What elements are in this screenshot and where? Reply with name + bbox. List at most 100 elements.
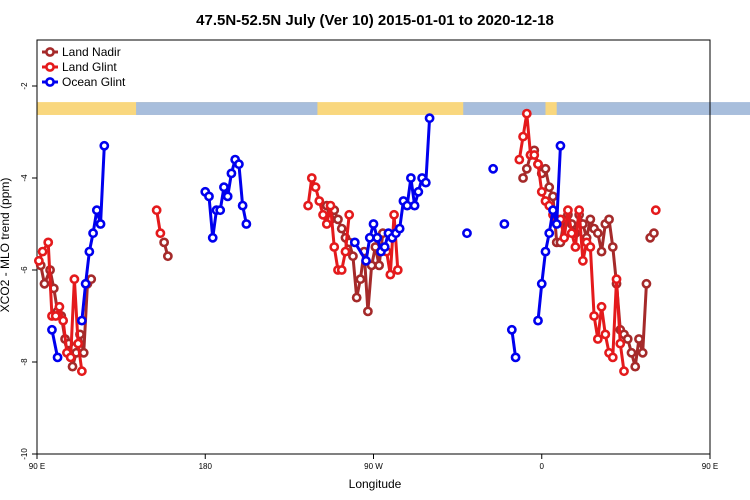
series-1-point-20 <box>325 200 336 211</box>
series-1-point-32 <box>521 108 532 119</box>
series-1-point-17 <box>314 196 325 206</box>
series-2-point-6 <box>91 205 102 216</box>
series-2-point-41 <box>488 163 499 174</box>
series-0-point-40 <box>548 191 558 202</box>
series-2-point-34 <box>405 173 416 183</box>
series-1-point-11 <box>76 366 87 377</box>
series-1-point-34 <box>529 150 540 160</box>
y-tick-label-2: -6 <box>20 266 29 274</box>
series-1-point-1 <box>37 246 48 257</box>
series-2-point-7 <box>95 219 106 229</box>
series-2-point-8 <box>99 140 110 151</box>
series-1-point-30 <box>514 154 525 165</box>
series-1-point-27 <box>385 269 396 280</box>
x-tick-label-3: 0 <box>540 462 545 471</box>
series-1-point-19 <box>321 219 332 229</box>
series-0-point-15 <box>162 251 173 262</box>
series-2-point-50 <box>551 219 562 229</box>
series-1-point-0 <box>33 255 44 266</box>
series-0-point-60 <box>622 334 633 344</box>
chart-title: 47.5N-52.5N July (Ver 10) 2015-01-01 to … <box>196 12 554 29</box>
series-0-point-14 <box>159 237 170 248</box>
series-1-point-2 <box>43 237 54 248</box>
series-2-point-42 <box>499 219 510 229</box>
series-2-point-10 <box>204 191 214 202</box>
series-0 <box>35 145 659 372</box>
series-0-point-1 <box>39 278 50 289</box>
series-1-point-56 <box>611 274 622 285</box>
series-1-point-10 <box>73 338 84 349</box>
series-2-point-38 <box>420 177 431 188</box>
series-1-point-29 <box>392 265 403 275</box>
series-0-point-50 <box>585 214 596 225</box>
y-tick-label-3: -8 <box>20 358 29 366</box>
series-2-point-5 <box>88 228 98 239</box>
series-1-point-16 <box>310 182 321 193</box>
series-1-point-57 <box>615 338 626 349</box>
legend-label-2: Ocean Glint <box>62 75 126 89</box>
series-1-point-31 <box>518 131 528 142</box>
series-1-point-59 <box>650 205 661 216</box>
series-2-point-47 <box>540 246 551 257</box>
series-2-point-14 <box>219 182 229 193</box>
x-tick-label-0: 90 E <box>29 462 45 471</box>
land-ocean-band <box>37 102 750 115</box>
series-0-point-8 <box>67 361 78 372</box>
y-axis-label: XCO2 - MLO trend (ppm) <box>0 178 12 313</box>
series-0-point-62 <box>630 361 641 372</box>
series-2-point-2 <box>76 315 87 326</box>
series-0-point-27 <box>362 306 373 317</box>
series-2-point-51 <box>555 140 566 151</box>
x-axis-label: Longitude <box>349 477 402 491</box>
series-1-point-13 <box>155 228 166 239</box>
y-tick-label-4: -10 <box>20 448 29 460</box>
ocean-band-segment-0 <box>136 102 318 115</box>
legend-marker-0 <box>45 47 55 57</box>
series-0-point-30 <box>374 260 385 271</box>
series-0-point-53 <box>596 246 607 257</box>
series-1-point-35 <box>533 159 543 170</box>
series-0-point-20 <box>336 223 347 234</box>
series-0-point-67 <box>649 228 659 239</box>
series-2-point-39 <box>424 113 435 124</box>
series-1-line-3 <box>385 213 400 277</box>
series-1 <box>33 108 661 377</box>
series-2-point-18 <box>233 159 244 170</box>
series-1-point-9 <box>69 274 80 285</box>
series-2-point-11 <box>207 232 218 243</box>
series-2-point-35 <box>409 200 420 211</box>
series-0-point-39 <box>544 182 555 193</box>
series-2-point-48 <box>544 228 555 239</box>
series-2-point-25 <box>372 232 383 243</box>
legend-label-0: Land Nadir <box>62 45 121 59</box>
series-1-point-47 <box>577 255 588 266</box>
series-2-point-24 <box>368 219 379 229</box>
legend-label-1: Land Glint <box>62 60 117 74</box>
series-2-point-27 <box>379 242 390 252</box>
series-1-point-44 <box>566 228 577 239</box>
series-1-point-14 <box>303 200 313 211</box>
series-1-point-6 <box>58 315 69 326</box>
series-0-point-32 <box>518 173 528 183</box>
series-2-point-15 <box>222 191 233 202</box>
legend-marker-1 <box>45 62 55 72</box>
ocean-band-segment-1 <box>463 102 546 115</box>
series-2-point-4 <box>84 246 95 257</box>
series-2-point-44 <box>510 352 521 363</box>
series-2-point-49 <box>548 205 558 216</box>
series-0-point-38 <box>540 163 551 174</box>
series-1-point-24 <box>340 246 351 257</box>
series-0-point-61 <box>626 347 637 358</box>
series-0-line-2 <box>325 205 385 313</box>
series-2-point-19 <box>237 200 248 211</box>
series-0-point-19 <box>333 214 343 225</box>
series-1-point-52 <box>596 301 607 312</box>
series-1-point-5 <box>54 301 65 312</box>
series-2-point-40 <box>462 228 472 239</box>
series-2-point-13 <box>215 205 226 216</box>
x-tick-label-2: 90 W <box>364 462 383 471</box>
series-1-point-50 <box>589 311 599 321</box>
series-0-point-63 <box>634 334 644 344</box>
